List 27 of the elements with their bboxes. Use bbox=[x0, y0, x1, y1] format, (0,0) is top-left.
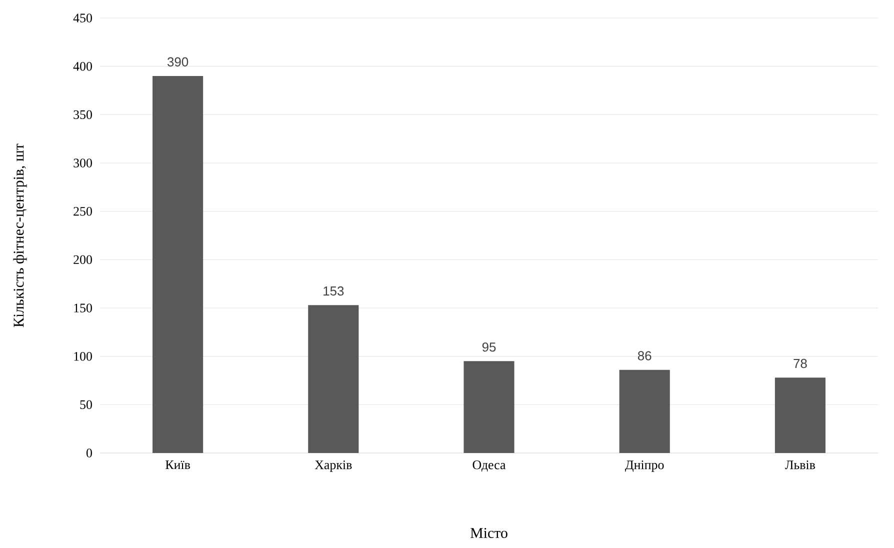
bar bbox=[774, 378, 826, 453]
y-tick-label: 350 bbox=[74, 110, 92, 120]
x-tick-label: Львів bbox=[785, 460, 816, 470]
data-label: 86 bbox=[638, 351, 652, 360]
y-tick-label: 400 bbox=[73, 62, 92, 71]
y-tick-label: 50 bbox=[80, 400, 92, 410]
x-axis-title: Місто bbox=[470, 528, 508, 538]
y-tick-label: 150 bbox=[74, 304, 92, 312]
bar bbox=[619, 370, 670, 453]
y-tick-label: 0 bbox=[86, 448, 92, 458]
bar bbox=[464, 361, 514, 453]
y-tick-label: 300 bbox=[74, 158, 92, 168]
data-label: 78 bbox=[794, 358, 807, 368]
y-tick-label: 250 bbox=[74, 206, 92, 216]
x-tick-label: Дніпро bbox=[625, 460, 664, 472]
data-label: 390 bbox=[167, 57, 188, 66]
bar bbox=[308, 305, 359, 453]
data-label: 95 bbox=[482, 342, 496, 352]
x-tick-label: Харків bbox=[314, 460, 352, 472]
x-tick-label: Київ bbox=[166, 460, 190, 469]
x-tick-label: Одеса bbox=[472, 460, 506, 472]
y-tick-label: 100 bbox=[74, 352, 92, 361]
y-tick-label: 450 bbox=[73, 14, 92, 22]
y-axis-title: Кількість фітнес-центрів, шт bbox=[13, 144, 27, 328]
y-tick-label: 200 bbox=[74, 255, 92, 264]
bar bbox=[152, 76, 204, 453]
data-label: 153 bbox=[324, 286, 344, 296]
